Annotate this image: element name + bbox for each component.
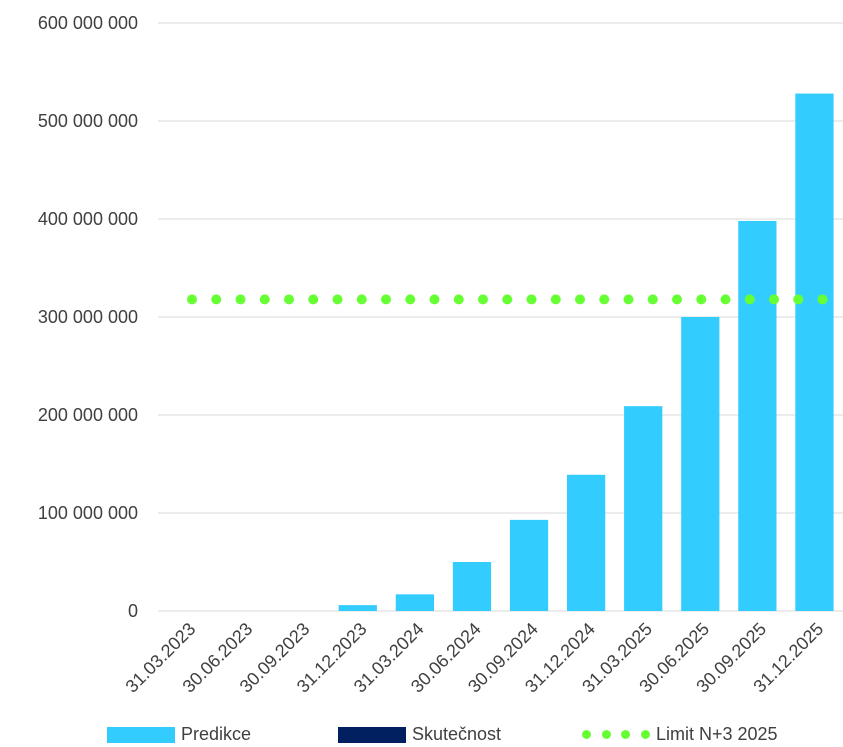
y-tick-label: 0	[128, 601, 138, 621]
limit-dot	[235, 294, 246, 305]
chart: 0 100 000 000 200 000 000 300 000 000 400 00…	[38, 13, 843, 697]
legend-dot	[601, 730, 611, 739]
legend-item-predikce: Predikce	[107, 722, 251, 747]
y-tick-label: 200 000 000	[38, 405, 138, 425]
limit-dot	[623, 294, 634, 305]
bar-predikce	[567, 474, 606, 611]
y-tick-label: 500 000 000	[38, 111, 138, 131]
bar-predikce	[509, 519, 549, 611]
legend-label-predikce: Predikce	[181, 724, 252, 744]
limit-dot	[284, 294, 294, 305]
gridlines	[158, 22, 843, 612]
limit-dot	[647, 294, 658, 305]
bar-predikce	[338, 605, 377, 611]
bar-predikce	[795, 93, 834, 611]
legend-swatch-predikce	[107, 726, 175, 743]
y-tick-label: 400 000 000	[38, 209, 138, 229]
limit-dot	[696, 294, 707, 305]
limit-dot	[744, 294, 755, 305]
limit-dot	[187, 294, 197, 305]
limit-dot	[453, 294, 464, 305]
legend-dot	[582, 730, 591, 739]
legend: Predikce Skutečnost Limit N+3 2025	[0, 722, 843, 747]
bar-predikce	[738, 220, 777, 611]
limit-dot	[429, 294, 440, 305]
limit-dot	[526, 294, 537, 305]
legend-dot	[640, 730, 650, 739]
limit-dot	[332, 294, 343, 305]
limit-dot	[672, 294, 682, 305]
limit-dot	[259, 294, 270, 305]
limit-dot	[308, 294, 319, 305]
bar-predikce	[452, 562, 492, 611]
x-axis-tick-labels: 31.03.202330.06.202330.09.202331.12.2023…	[122, 619, 828, 697]
limit-line	[187, 294, 828, 305]
legend-item-skutecnost: Skutečnost	[338, 722, 501, 747]
y-tick-label: 300 000 000	[38, 307, 138, 327]
legend-swatch-skutecnost	[338, 726, 406, 743]
limit-dot	[356, 294, 367, 305]
limit-dot	[817, 294, 828, 305]
limit-dot	[575, 294, 585, 305]
legend-dot	[621, 730, 631, 739]
legend-swatch-limit	[582, 727, 650, 743]
y-tick-label: 600 000 000	[38, 13, 138, 33]
bar-predikce	[395, 594, 434, 611]
limit-dot	[405, 294, 416, 305]
bars	[338, 93, 834, 611]
limit-dot	[720, 294, 731, 305]
legend-label-skutecnost: Skutečnost	[412, 724, 502, 744]
limit-dot	[478, 294, 488, 305]
limit-dot	[211, 294, 222, 305]
limit-dot	[793, 294, 804, 305]
bar-predikce	[681, 317, 720, 611]
limit-dot	[599, 294, 610, 305]
y-tick-label: 100 000 000	[38, 503, 138, 523]
limit-dot	[502, 294, 513, 305]
limit-dot	[381, 294, 391, 305]
bar-predikce	[624, 406, 663, 611]
y-axis-tick-labels: 0 100 000 000 200 000 000 300 000 000 400 00…	[38, 13, 138, 621]
limit-dot	[550, 294, 561, 305]
limit-dot	[769, 294, 779, 305]
legend-item-limit: Limit N+3 2025	[582, 722, 778, 747]
legend-label-limit: Limit N+3 2025	[656, 724, 778, 744]
